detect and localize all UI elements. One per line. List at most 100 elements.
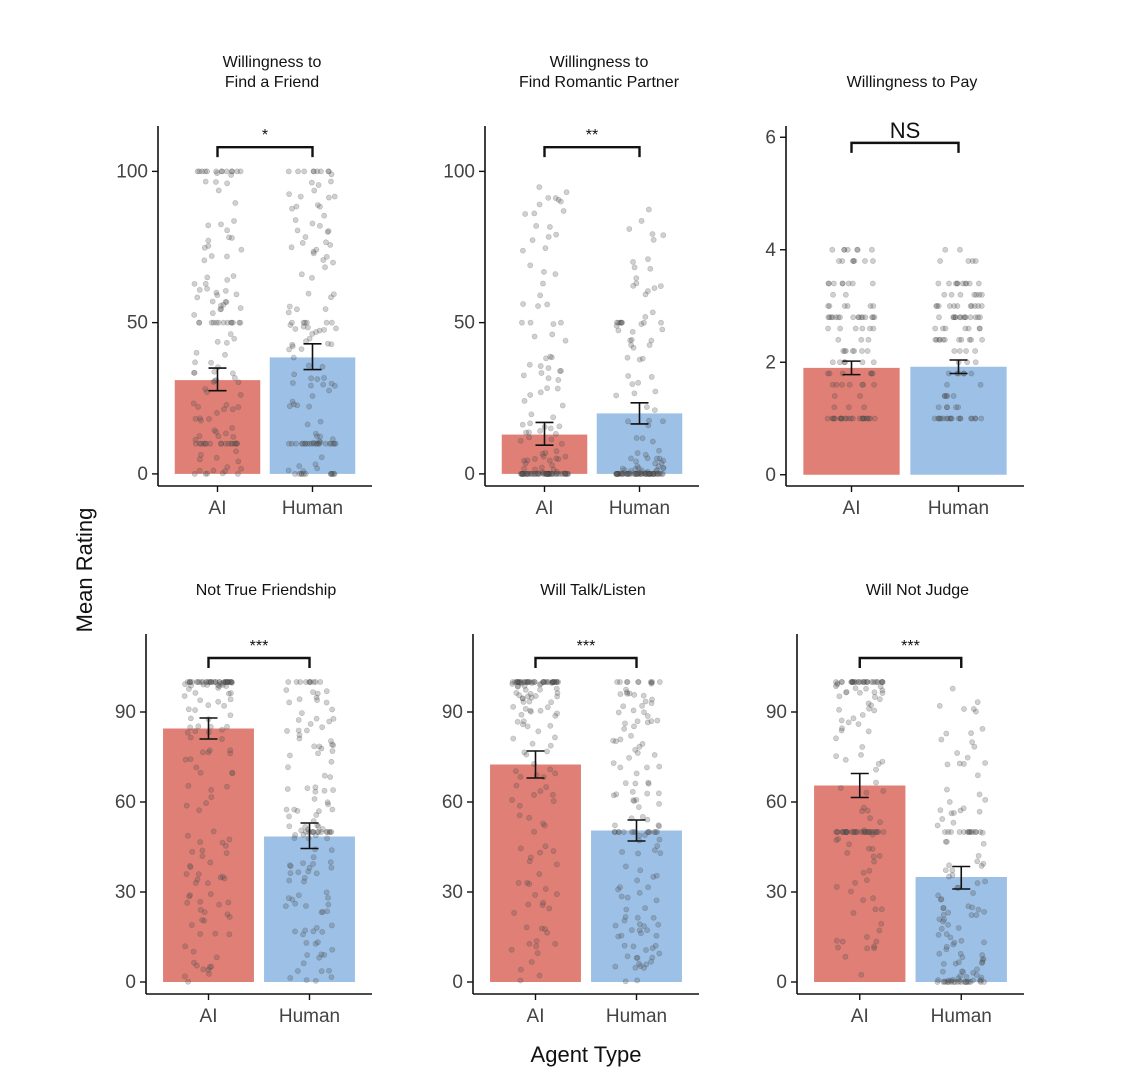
data-point-ai	[231, 440, 238, 447]
data-point-human	[642, 905, 649, 911]
data-point-ai	[832, 679, 839, 685]
data-point-ai	[859, 314, 866, 321]
data-point-ai	[545, 470, 552, 477]
data-point-ai	[531, 679, 538, 685]
data-point-ai	[562, 453, 569, 460]
data-point-ai	[210, 319, 217, 326]
data-point-human	[315, 823, 322, 830]
data-point-ai	[543, 355, 549, 362]
data-point-ai	[559, 470, 566, 477]
data-point-ai	[850, 258, 856, 264]
data-point-human	[641, 709, 647, 716]
data-point-ai	[860, 415, 867, 422]
data-point-human	[940, 415, 947, 422]
data-point-human	[960, 829, 967, 835]
data-point-ai	[526, 429, 532, 436]
data-point-ai	[186, 686, 192, 692]
data-point-ai	[867, 815, 873, 822]
data-point-ai	[869, 829, 876, 835]
data-point-ai	[852, 829, 859, 835]
data-point-human	[291, 835, 298, 841]
data-point-ai	[544, 301, 551, 308]
data-point-human	[649, 231, 656, 237]
data-point-ai	[197, 898, 204, 905]
data-point-human	[940, 905, 947, 912]
data-point-ai	[839, 679, 845, 685]
data-point-human	[621, 470, 628, 477]
data-point-human	[289, 380, 296, 386]
data-point-ai	[219, 470, 226, 477]
data-point-ai	[877, 683, 884, 690]
data-point-human	[615, 319, 622, 326]
data-point-human	[315, 829, 322, 835]
data-point-ai	[866, 829, 873, 835]
data-point-human	[942, 246, 949, 253]
data-point-ai	[859, 712, 866, 718]
data-point-human	[634, 750, 641, 756]
data-point-ai	[208, 794, 215, 800]
significance-bracket	[543, 145, 641, 158]
data-point-human	[633, 955, 640, 961]
data-point-human	[632, 470, 639, 477]
data-point-human	[943, 415, 950, 422]
data-point-human	[295, 168, 301, 175]
data-point-ai	[527, 707, 534, 714]
data-point-ai	[214, 292, 221, 299]
panel-title: Willingness to Find Romantic Partner	[519, 54, 680, 91]
data-point-human	[618, 932, 625, 939]
data-point-human	[955, 415, 962, 422]
data-point-human	[645, 779, 652, 786]
data-point-human	[944, 404, 950, 411]
data-point-human	[941, 916, 948, 923]
data-point-human	[638, 321, 645, 327]
data-point-human	[630, 943, 637, 950]
data-point-ai	[513, 782, 520, 789]
data-point-human	[952, 979, 958, 985]
data-point-human	[292, 832, 298, 838]
data-point-human	[314, 697, 320, 704]
data-point-ai	[531, 828, 537, 835]
data-point-ai	[221, 702, 228, 709]
data-point-human	[656, 800, 662, 807]
data-point-ai	[212, 679, 219, 685]
data-point-human	[307, 721, 314, 727]
data-point-human	[329, 806, 336, 813]
data-point-ai	[839, 258, 846, 264]
data-point-ai	[190, 400, 197, 407]
data-point-ai	[521, 679, 528, 685]
data-point-human	[321, 951, 328, 958]
data-point-ai	[214, 338, 221, 345]
data-point-human	[656, 950, 663, 957]
data-point-ai	[217, 874, 224, 881]
data-point-ai	[197, 451, 204, 458]
data-point-human	[650, 236, 657, 243]
data-point-ai	[871, 829, 878, 835]
data-point-ai	[839, 280, 846, 287]
data-point-human	[631, 691, 638, 698]
data-point-human	[636, 889, 643, 896]
significance-bracket	[216, 145, 314, 158]
data-point-ai	[857, 393, 863, 399]
data-point-ai	[231, 335, 238, 342]
data-point-human	[629, 788, 636, 795]
data-point-ai	[873, 766, 879, 773]
data-point-ai	[842, 348, 849, 354]
data-point-ai	[231, 374, 238, 381]
data-point-ai	[836, 693, 843, 700]
data-point-ai	[866, 705, 872, 712]
data-point-human	[950, 819, 957, 826]
data-point-human	[958, 979, 964, 985]
data-point-ai	[512, 768, 519, 775]
data-point-human	[310, 250, 317, 257]
data-point-ai	[874, 679, 881, 685]
data-point-human	[636, 927, 643, 934]
data-point-human	[655, 790, 662, 797]
data-point-ai	[508, 946, 515, 953]
data-point-human	[614, 679, 621, 685]
data-point-human	[977, 977, 983, 984]
data-point-ai	[228, 319, 234, 326]
data-point-ai	[192, 415, 199, 422]
data-point-ai	[514, 683, 521, 689]
